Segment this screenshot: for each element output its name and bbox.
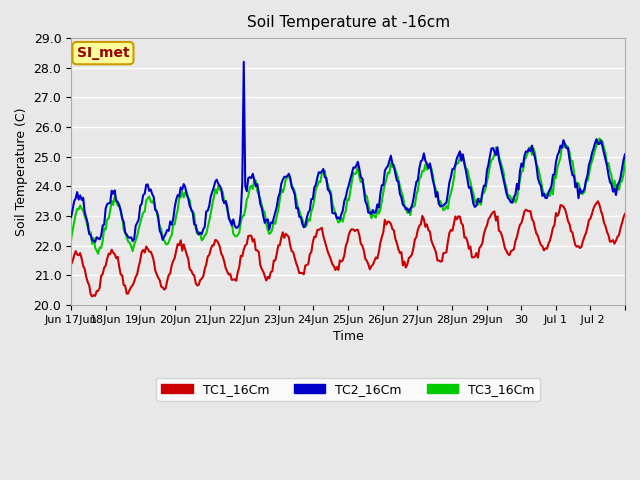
Legend: TC1_16Cm, TC2_16Cm, TC3_16Cm: TC1_16Cm, TC2_16Cm, TC3_16Cm: [156, 378, 540, 401]
Y-axis label: Soil Temperature (C): Soil Temperature (C): [15, 108, 28, 236]
X-axis label: Time: Time: [333, 330, 364, 343]
Title: Soil Temperature at -16cm: Soil Temperature at -16cm: [246, 15, 450, 30]
Text: SI_met: SI_met: [77, 46, 129, 60]
